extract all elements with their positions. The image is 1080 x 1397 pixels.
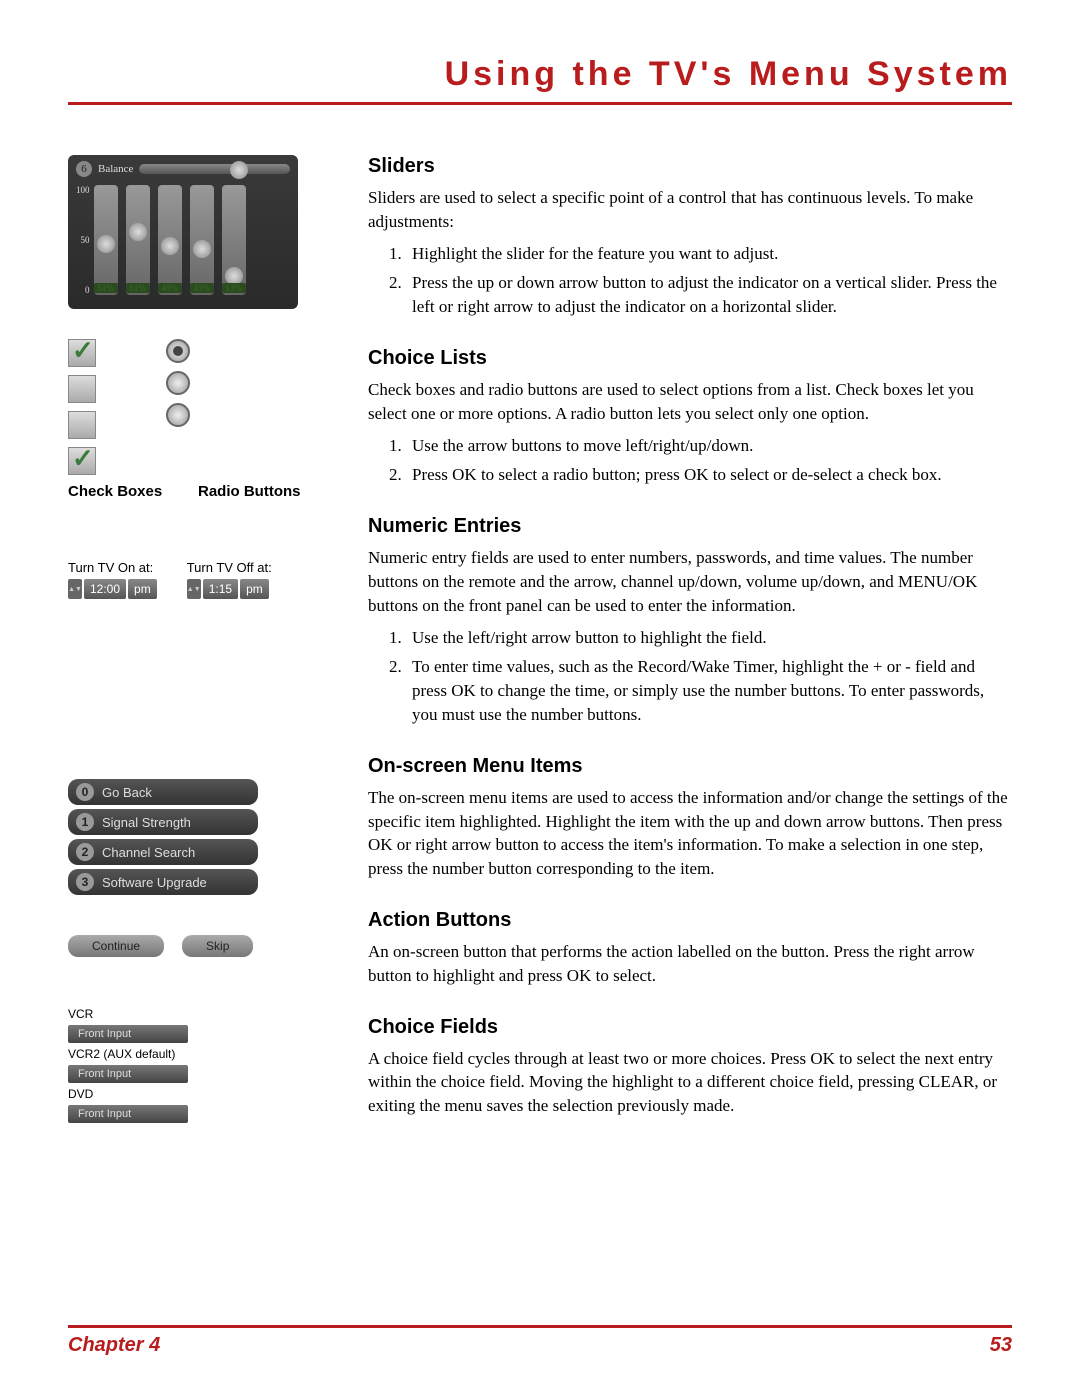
numeric-on-label: Turn TV On at:: [68, 560, 157, 575]
intro-choice-fields: A choice field cycles through at least t…: [368, 1047, 1012, 1118]
skip-button[interactable]: Skip: [182, 935, 253, 957]
choice-field[interactable]: Front Input: [68, 1105, 188, 1123]
step: Highlight the slider for the feature you…: [406, 242, 1012, 266]
heading-choice-fields: Choice Fields: [368, 1016, 1012, 1039]
slider-knob[interactable]: [193, 240, 211, 258]
slider-percent: 61%: [126, 283, 150, 293]
heading-sliders: Sliders: [368, 155, 1012, 178]
footer: Chapter 4 53: [68, 1325, 1012, 1357]
step: Press OK to select a radio button; press…: [406, 463, 1012, 487]
heading-action-buttons: Action Buttons: [368, 909, 1012, 932]
checkbox[interactable]: [68, 411, 96, 439]
section-menu-items: On-screen Menu Items The on-screen menu …: [368, 755, 1012, 881]
numeric-on-time[interactable]: 12:00: [84, 579, 126, 599]
intro-choice-lists: Check boxes and radio buttons are used t…: [368, 378, 1012, 426]
slider-percent: 13%: [222, 283, 246, 293]
checkbox[interactable]: [68, 447, 96, 475]
choice-labels: Check Boxes Radio Buttons: [68, 483, 328, 500]
continue-button[interactable]: Continue: [68, 935, 164, 957]
numeric-off-label: Turn TV Off at:: [187, 560, 272, 575]
menu-widget: 0 Go Back 1 Signal Strength 2 Channel Search 3…: [68, 779, 258, 895]
heading-choice-lists: Choice Lists: [368, 347, 1012, 370]
menu-item-number: 2: [76, 843, 94, 861]
right-column: Sliders Sliders are used to select a spe…: [368, 155, 1012, 1146]
action-buttons-widget: Continue Skip: [68, 935, 328, 957]
horizontal-slider[interactable]: [139, 164, 290, 174]
left-column: 6 Balance 100 50 0 51% 61% 48% 45% 13%: [68, 155, 328, 1146]
footer-page: 53: [990, 1334, 1012, 1357]
numeric-widget: Turn TV On at: ▲▼ 12:00 pm Turn TV Off a…: [68, 560, 328, 599]
slider-percent: 45%: [190, 283, 214, 293]
intro-numeric: Numeric entry fields are used to enter n…: [368, 546, 1012, 617]
menu-item-number: 3: [76, 873, 94, 891]
menu-item-label: Go Back: [102, 785, 152, 800]
menu-item[interactable]: 1 Signal Strength: [68, 809, 258, 835]
heading-menu-items: On-screen Menu Items: [368, 755, 1012, 778]
vertical-slider[interactable]: 48%: [158, 185, 182, 295]
intro-action-buttons: An on-screen button that performs the ac…: [368, 940, 1012, 988]
slider-percent: 48%: [158, 283, 182, 293]
menu-item-number: 0: [76, 783, 94, 801]
vertical-slider[interactable]: 51%: [94, 185, 118, 295]
section-sliders: Sliders Sliders are used to select a spe…: [368, 155, 1012, 319]
choice-field[interactable]: Front Input: [68, 1065, 188, 1083]
menu-item[interactable]: 3 Software Upgrade: [68, 869, 258, 895]
section-action-buttons: Action Buttons An on-screen button that …: [368, 909, 1012, 988]
radio-button[interactable]: [166, 371, 190, 395]
slider-widget: 6 Balance 100 50 0 51% 61% 48% 45% 13%: [68, 155, 298, 309]
slider-knob[interactable]: [161, 237, 179, 255]
choice-field[interactable]: Front Input: [68, 1025, 188, 1043]
menu-item[interactable]: 2 Channel Search: [68, 839, 258, 865]
section-choice-lists: Choice Lists Check boxes and radio butto…: [368, 347, 1012, 487]
vertical-slider[interactable]: 13%: [222, 185, 246, 295]
radio-button[interactable]: [166, 403, 190, 427]
heading-numeric: Numeric Entries: [368, 515, 1012, 538]
radio-button[interactable]: [166, 339, 190, 363]
numeric-on-ampm[interactable]: pm: [128, 579, 157, 599]
vertical-slider[interactable]: 45%: [190, 185, 214, 295]
menu-item-label: Software Upgrade: [102, 875, 207, 890]
spinner-icon[interactable]: ▲▼: [187, 579, 201, 599]
section-numeric: Numeric Entries Numeric entry fields are…: [368, 515, 1012, 727]
step: To enter time values, such as the Record…: [406, 655, 1012, 726]
menu-item-label: Signal Strength: [102, 815, 191, 830]
checkbox[interactable]: [68, 339, 96, 367]
slider-knob[interactable]: [97, 235, 115, 253]
choice-field-label: VCR: [68, 1007, 328, 1021]
intro-menu-items: The on-screen menu items are used to acc…: [368, 786, 1012, 881]
checkbox[interactable]: [68, 375, 96, 403]
slider-knob[interactable]: [129, 223, 147, 241]
step: Press the up or down arrow button to adj…: [406, 271, 1012, 319]
slider-number-badge: 6: [76, 161, 92, 177]
intro-sliders: Sliders are used to select a specific po…: [368, 186, 1012, 234]
step: Use the left/right arrow button to highl…: [406, 626, 1012, 650]
slider-axis: 100 50 0: [76, 185, 90, 295]
choice-field-label: VCR2 (AUX default): [68, 1047, 328, 1061]
numeric-off-ampm[interactable]: pm: [240, 579, 269, 599]
step: Use the arrow buttons to move left/right…: [406, 434, 1012, 458]
menu-item[interactable]: 0 Go Back: [68, 779, 258, 805]
numeric-off-time[interactable]: 1:15: [203, 579, 238, 599]
vertical-slider[interactable]: 61%: [126, 185, 150, 295]
choice-widget: [68, 339, 328, 475]
page-title: Using the TV's Menu System: [68, 55, 1012, 105]
choice-field-label: DVD: [68, 1087, 328, 1101]
choice-fields-widget: VCR Front Input VCR2 (AUX default) Front In…: [68, 1007, 328, 1123]
radiobutton-label: Radio Buttons: [198, 483, 301, 500]
checkbox-label: Check Boxes: [68, 483, 198, 500]
spinner-icon[interactable]: ▲▼: [68, 579, 82, 599]
section-choice-fields: Choice Fields A choice field cycles thro…: [368, 1016, 1012, 1118]
footer-chapter: Chapter 4: [68, 1334, 160, 1357]
slider-top-label: Balance: [98, 163, 133, 175]
slider-percent: 51%: [94, 283, 118, 293]
menu-item-number: 1: [76, 813, 94, 831]
menu-item-label: Channel Search: [102, 845, 195, 860]
